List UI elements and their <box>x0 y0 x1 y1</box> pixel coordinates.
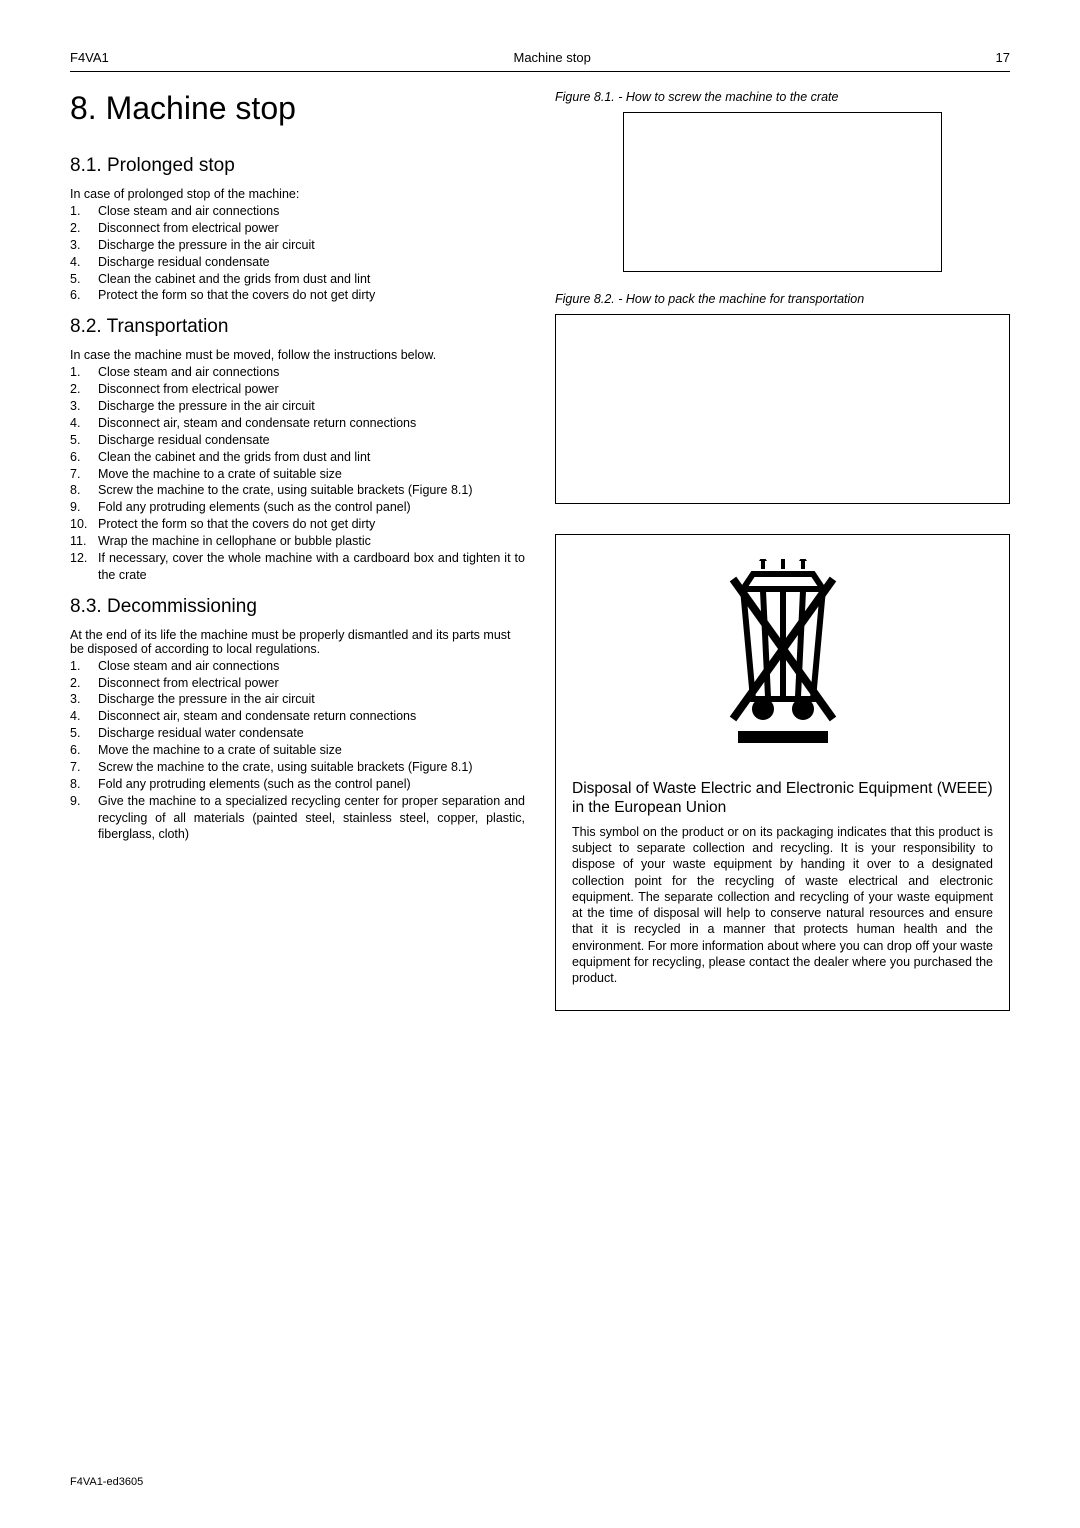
left-column: 8. Machine stop 8.1. Prolonged stop In c… <box>70 90 525 1011</box>
list-item: Discharge residual water condensate <box>70 725 525 742</box>
list-item: Close steam and air connections <box>70 658 525 675</box>
section-heading-prolonged: 8.1. Prolonged stop <box>70 155 525 177</box>
content-columns: 8. Machine stop 8.1. Prolonged stop In c… <box>70 90 1010 1011</box>
section-heading-transportation: 8.2. Transportation <box>70 316 525 338</box>
list-item: Discharge the pressure in the air circui… <box>70 691 525 708</box>
list-item: Screw the machine to the crate, using su… <box>70 759 525 776</box>
figure-box-1 <box>623 112 942 272</box>
page-title: 8. Machine stop <box>70 90 525 127</box>
section-intro: At the end of its life the machine must … <box>70 628 525 656</box>
header-right: 17 <box>996 50 1010 65</box>
list-item: Discharge residual condensate <box>70 432 525 449</box>
list-item: Give the machine to a specialized recycl… <box>70 793 525 844</box>
list-item: Protect the form so that the covers do n… <box>70 516 525 533</box>
list-item: Discharge the pressure in the air circui… <box>70 398 525 415</box>
header-left: F4VA1 <box>70 50 109 65</box>
list-item: Wrap the machine in cellophane or bubble… <box>70 533 525 550</box>
list-item: Disconnect from electrical power <box>70 381 525 398</box>
header-center: Machine stop <box>513 50 590 65</box>
figure-caption-2: Figure 8.2. - How to pack the machine fo… <box>555 292 1010 306</box>
decommissioning-list: Close steam and air connections Disconne… <box>70 658 525 844</box>
list-item: Disconnect air, steam and condensate ret… <box>70 415 525 432</box>
list-item: Discharge residual condensate <box>70 254 525 271</box>
list-item: Move the machine to a crate of suitable … <box>70 742 525 759</box>
list-item: Discharge the pressure in the air circui… <box>70 237 525 254</box>
list-item: Protect the form so that the covers do n… <box>70 287 525 304</box>
section-heading-decommissioning: 8.3. Decommissioning <box>70 596 525 618</box>
list-item: Disconnect air, steam and condensate ret… <box>70 708 525 725</box>
list-item: Clean the cabinet and the grids from dus… <box>70 449 525 466</box>
weee-bin-icon <box>703 559 863 759</box>
list-item: Close steam and air connections <box>70 203 525 220</box>
weee-box: Disposal of Waste Electric and Electroni… <box>555 534 1010 1011</box>
prolonged-stop-list: Close steam and air connections Disconne… <box>70 203 525 304</box>
right-column: Figure 8.1. - How to screw the machine t… <box>555 90 1010 1011</box>
list-item: Screw the machine to the crate, using su… <box>70 482 525 499</box>
list-item: Disconnect from electrical power <box>70 675 525 692</box>
transportation-list: Close steam and air connections Disconne… <box>70 364 525 583</box>
weee-text: This symbol on the product or on its pac… <box>572 824 993 987</box>
figure-box-2 <box>555 314 1010 504</box>
list-item: Close steam and air connections <box>70 364 525 381</box>
list-item: Move the machine to a crate of suitable … <box>70 466 525 483</box>
list-item: Fold any protruding elements (such as th… <box>70 499 525 516</box>
page-header: F4VA1 Machine stop 17 <box>70 50 1010 72</box>
weee-title: Disposal of Waste Electric and Electroni… <box>572 779 993 818</box>
list-item: Disconnect from electrical power <box>70 220 525 237</box>
list-item: Clean the cabinet and the grids from dus… <box>70 271 525 288</box>
page-footer: F4VA1-ed3605 <box>70 1476 143 1488</box>
list-item: Fold any protruding elements (such as th… <box>70 776 525 793</box>
figure-caption-1: Figure 8.1. - How to screw the machine t… <box>555 90 1010 104</box>
list-item: If necessary, cover the whole machine wi… <box>70 550 525 584</box>
section-intro: In case the machine must be moved, follo… <box>70 348 525 362</box>
section-intro: In case of prolonged stop of the machine… <box>70 187 525 201</box>
